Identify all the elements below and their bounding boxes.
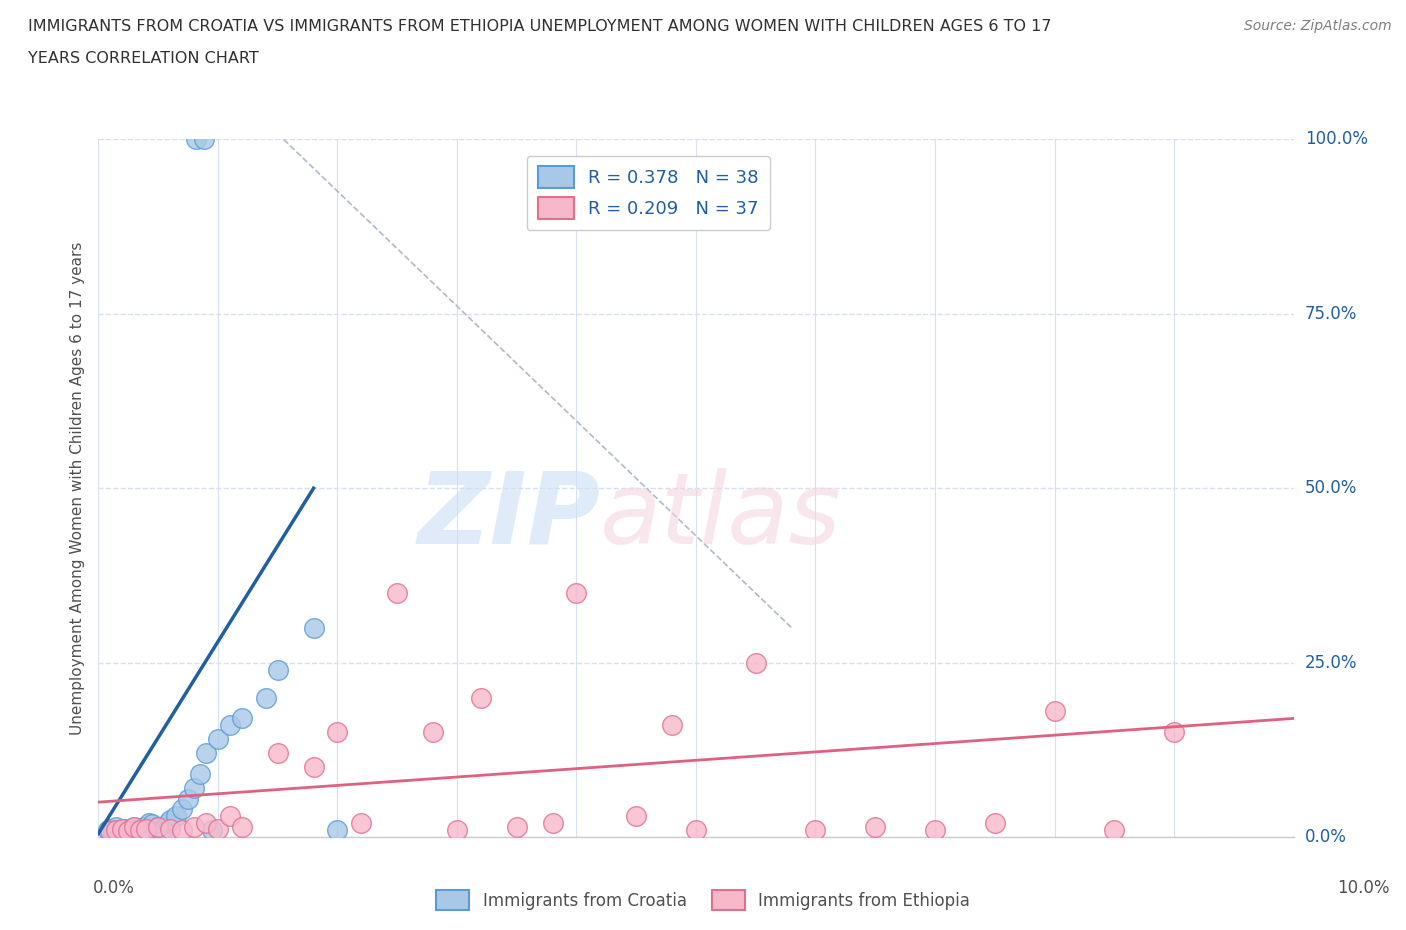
Point (745, 655, 768, 670)
Text: 25.0%: 25.0% (1305, 654, 1357, 671)
Point (422, 725, 444, 740)
Point (924, 823, 946, 837)
Point (159, 821, 181, 836)
Point (207, 821, 229, 836)
Point (194, 816, 217, 830)
Text: Source: ZipAtlas.com: Source: ZipAtlas.com (1244, 19, 1392, 33)
Point (129, 823, 152, 837)
Point (302, 760, 325, 775)
Point (219, 718, 242, 733)
Point (194, 746, 217, 761)
Legend: Immigrants from Croatia, Immigrants from Ethiopia: Immigrants from Croatia, Immigrants from… (429, 884, 977, 917)
Point (267, 662, 290, 677)
Text: YEARS CORRELATION CHART: YEARS CORRELATION CHART (28, 51, 259, 66)
Point (201, 823, 224, 837)
Point (132, 819, 155, 834)
Point (117, 823, 139, 837)
Point (149, 823, 172, 837)
Point (1163, 725, 1185, 740)
Point (124, 819, 146, 834)
Point (1102, 823, 1125, 837)
Point (105, 819, 128, 834)
Point (302, 620, 325, 635)
Point (231, 711, 253, 725)
Point (114, 821, 136, 836)
Text: atlas: atlas (600, 468, 842, 565)
Point (506, 819, 529, 834)
Point (156, 816, 179, 830)
Point (124, 819, 146, 834)
Point (983, 816, 1005, 830)
Point (219, 809, 242, 824)
Point (207, 732, 229, 747)
Point (541, 816, 564, 830)
Point (117, 824, 139, 839)
Point (159, 812, 181, 827)
Point (350, 816, 373, 830)
Point (108, 823, 131, 837)
Point (804, 823, 827, 837)
Point (145, 821, 167, 836)
Point (267, 746, 290, 761)
Point (135, 821, 157, 836)
Text: 10.0%: 10.0% (1337, 879, 1389, 897)
Point (129, 821, 152, 836)
Point (183, 781, 205, 796)
Point (148, 819, 170, 834)
Point (135, 823, 157, 837)
Text: ZIP: ZIP (418, 468, 600, 565)
Point (326, 725, 349, 740)
Point (172, 823, 194, 837)
Point (565, 586, 588, 601)
Point (121, 824, 143, 839)
Point (326, 823, 349, 837)
Point (98, 824, 122, 839)
Point (153, 821, 176, 836)
Point (186, 132, 208, 147)
Point (101, 824, 124, 839)
Y-axis label: Unemployment Among Women with Children Ages 6 to 17 years: Unemployment Among Women with Children A… (70, 242, 86, 735)
Point (177, 791, 200, 806)
Point (624, 809, 647, 824)
Point (193, 132, 215, 147)
Point (97, 823, 120, 837)
Text: 75.0%: 75.0% (1305, 305, 1357, 323)
Point (385, 586, 409, 601)
Point (138, 816, 160, 830)
Point (111, 824, 134, 839)
Point (148, 819, 170, 834)
Text: 0.0%: 0.0% (1305, 828, 1347, 846)
Point (188, 766, 211, 781)
Point (661, 718, 683, 733)
Point (1043, 704, 1066, 719)
Point (98, 821, 122, 836)
Point (685, 823, 707, 837)
Point (863, 819, 886, 834)
Point (183, 819, 205, 834)
Point (125, 823, 148, 837)
Text: 50.0%: 50.0% (1305, 479, 1357, 498)
Text: 100.0%: 100.0% (1305, 130, 1368, 149)
Point (254, 690, 277, 705)
Text: 0.0%: 0.0% (93, 879, 135, 897)
Point (446, 823, 468, 837)
Text: IMMIGRANTS FROM CROATIA VS IMMIGRANTS FROM ETHIOPIA UNEMPLOYMENT AMONG WOMEN WIT: IMMIGRANTS FROM CROATIA VS IMMIGRANTS FR… (28, 19, 1052, 33)
Point (231, 819, 253, 834)
Point (470, 690, 492, 705)
Point (105, 823, 128, 837)
Point (111, 821, 134, 836)
Point (165, 809, 187, 824)
Point (141, 817, 163, 831)
Legend: R = 0.378   N = 38, R = 0.209   N = 37: R = 0.378 N = 38, R = 0.209 N = 37 (527, 155, 769, 231)
Point (172, 802, 194, 817)
